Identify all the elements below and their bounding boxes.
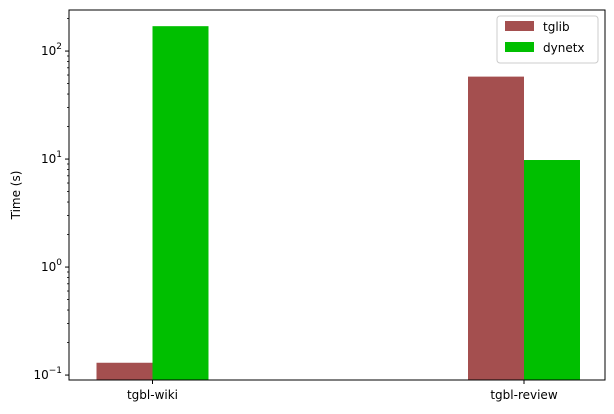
- bar-dynetx-tgbl-wiki: [152, 26, 209, 380]
- y-axis-ticks: 10−1 100 101 102: [33, 18, 69, 382]
- legend: tglib dynetx: [496, 15, 599, 64]
- legend-swatch-tglib: [505, 21, 534, 31]
- plot-frame: [68, 9, 606, 381]
- y-tick-label: 101: [41, 150, 62, 166]
- x-tick-label-tgbl-wiki: tgbl-wiki: [127, 388, 178, 402]
- y-tick-label: 10−1: [33, 366, 62, 382]
- bars-group: [96, 26, 580, 380]
- bar-tglib-tgbl-review: [468, 76, 524, 380]
- x-axis-ticks: tgbl-wiki tgbl-review: [127, 380, 558, 402]
- y-tick-label: 102: [41, 42, 62, 58]
- bar-tglib-tgbl-wiki: [96, 362, 153, 380]
- legend-swatch-dynetx: [505, 42, 534, 52]
- legend-label-dynetx: dynetx: [543, 41, 585, 55]
- y-tick-label: 100: [41, 258, 62, 274]
- legend-label-tglib: tglib: [543, 20, 570, 34]
- bar-dynetx-tgbl-review: [524, 160, 580, 380]
- x-tick-label-tgbl-review: tgbl-review: [490, 388, 557, 402]
- y-axis-label: Time (s): [9, 171, 23, 221]
